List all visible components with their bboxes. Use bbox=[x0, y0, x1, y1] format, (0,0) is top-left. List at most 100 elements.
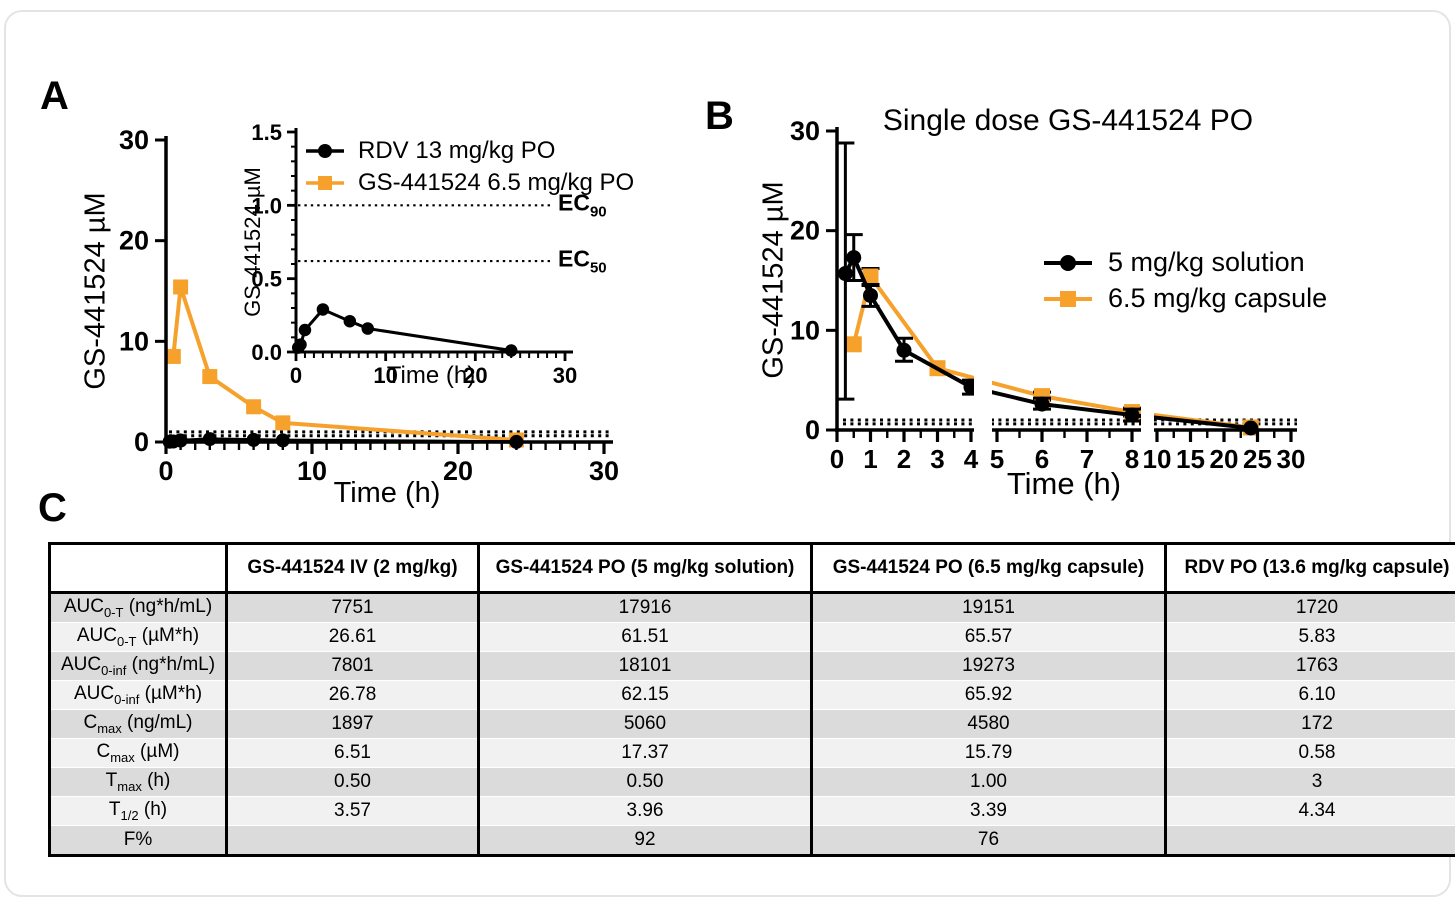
ec50-label: EC50 bbox=[558, 245, 607, 277]
panel-b-label: B bbox=[705, 94, 734, 138]
y-tick-label: 0.0 bbox=[251, 340, 282, 365]
y-tick-label: 20 bbox=[119, 226, 149, 256]
table-cell: 6.51 bbox=[225, 738, 479, 768]
data-point-square bbox=[246, 399, 262, 415]
capsule-line-square-marker bbox=[1044, 290, 1092, 307]
table-cell: 172 bbox=[1164, 709, 1455, 739]
data-point-circle bbox=[361, 322, 374, 335]
data-point-circle bbox=[343, 314, 357, 328]
x-tick-label: 2 bbox=[897, 444, 911, 474]
table-cell: 18101 bbox=[477, 651, 812, 681]
x-tick-label: 0 bbox=[830, 444, 844, 474]
table-cell: 15.79 bbox=[810, 738, 1166, 768]
panel-b-legend-item-solution: 5 mg/kg solution bbox=[1041, 247, 1305, 278]
x-tick-label: 30 bbox=[1277, 444, 1306, 474]
table-row: AUC0-inf (ng*h/mL) 7801 18101 19273 1763 bbox=[49, 651, 1455, 681]
y-tick-label: 10 bbox=[790, 315, 820, 345]
data-point-circle bbox=[316, 303, 330, 316]
axis-break-mask bbox=[1141, 127, 1154, 436]
x-tick-label: 10 bbox=[297, 456, 327, 486]
table-column-header: GS-441524 PO (5 mg/kg solution) bbox=[477, 543, 812, 594]
gs-line-square-marker bbox=[306, 176, 344, 190]
table-cell: 17916 bbox=[477, 592, 812, 623]
table-column-header bbox=[49, 543, 227, 594]
panel-a-y-axis-title: GS-441524 µM bbox=[79, 192, 112, 390]
panel-b-legend-item-capsule: 6.5 mg/kg capsule bbox=[1041, 283, 1327, 314]
panel-a-label: A bbox=[40, 74, 69, 118]
table-cell: 1.00 bbox=[810, 767, 1166, 797]
table-column-header: GS-441524 IV (2 mg/kg) bbox=[225, 543, 479, 594]
x-tick-label: 7 bbox=[1080, 444, 1094, 474]
row-label: AUC0-inf (ng*h/mL) bbox=[49, 651, 227, 681]
inset-legend-label-gs: GS-441524 6.5 mg/kg PO bbox=[358, 169, 635, 196]
x-tick-label: 30 bbox=[553, 363, 577, 388]
y-tick-label: 0 bbox=[134, 427, 149, 457]
x-tick-label: 20 bbox=[443, 456, 473, 486]
table-cell: 7801 bbox=[225, 651, 479, 681]
solution-line-circle-marker bbox=[1044, 254, 1092, 271]
y-tick-label: 10 bbox=[119, 326, 149, 356]
panel-b-chart-title: Single dose GS-441524 PO bbox=[882, 104, 1254, 137]
table-row: AUC0-T (ng*h/mL) 7751 17916 19151 1720 bbox=[49, 592, 1455, 623]
data-point-circle bbox=[1124, 407, 1140, 423]
inset-legend-label-rdv: RDV 13 mg/kg PO bbox=[358, 137, 556, 164]
table-cell: 0.50 bbox=[225, 767, 479, 797]
panel-b-legend-label-capsule: 6.5 mg/kg capsule bbox=[1108, 283, 1328, 313]
row-label: AUC0-T (ng*h/mL) bbox=[49, 592, 227, 623]
table-cell: 26.78 bbox=[225, 680, 479, 710]
data-point-circle bbox=[1243, 420, 1259, 436]
x-tick-label: 0 bbox=[290, 363, 302, 388]
x-tick-label: 1 bbox=[863, 444, 877, 474]
data-point-circle bbox=[298, 323, 312, 337]
table-cell: 76 bbox=[810, 825, 1166, 856]
axis-break-mask bbox=[974, 127, 992, 436]
table-cell: 6.10 bbox=[1164, 680, 1455, 710]
table-cell: 92 bbox=[477, 825, 812, 856]
x-tick-label: 3 bbox=[930, 444, 944, 474]
row-label: Tmax (h) bbox=[49, 767, 227, 797]
panel-c-label: C bbox=[38, 486, 67, 530]
x-tick-label: 10 bbox=[1143, 444, 1172, 474]
table-column-header: RDV PO (13.6 mg/kg capsule) bbox=[1164, 543, 1455, 594]
pk-parameters-table: GS-441524 IV (2 mg/kg) GS-441524 PO (5 mg… bbox=[48, 542, 1455, 857]
table-cell: 19273 bbox=[810, 651, 1166, 681]
table-row: AUC0-T (µM*h) 26.61 61.51 65.57 5.83 bbox=[49, 622, 1455, 652]
x-tick-label: 5 bbox=[990, 444, 1004, 474]
table-cell: 26.61 bbox=[225, 622, 479, 652]
table-cell: 3 bbox=[1164, 767, 1455, 797]
table-cell: 3.39 bbox=[810, 796, 1166, 826]
table-cell: 7751 bbox=[225, 592, 479, 623]
x-tick-label: 20 bbox=[463, 363, 487, 388]
table-cell: 0.58 bbox=[1164, 738, 1455, 768]
panel-b-x-axis-title: Time (h) bbox=[1006, 466, 1122, 501]
x-tick-label: 25 bbox=[1243, 444, 1272, 474]
x-tick-label: 10 bbox=[373, 363, 397, 388]
table-cell: 62.15 bbox=[477, 680, 812, 710]
data-point-circle bbox=[863, 287, 878, 303]
table-cell bbox=[225, 825, 479, 856]
pk-table-header: GS-441524 IV (2 mg/kg) GS-441524 PO (5 mg… bbox=[49, 543, 1455, 594]
ec90-label: EC90 bbox=[558, 189, 607, 221]
table-cell: 1897 bbox=[225, 709, 479, 739]
table-cell: 0.50 bbox=[477, 767, 812, 797]
data-point-circle bbox=[896, 342, 912, 358]
data-point-square bbox=[845, 336, 862, 353]
data-point-square bbox=[165, 348, 181, 364]
row-label: Cmax (µM) bbox=[49, 738, 227, 768]
table-cell: 5060 bbox=[477, 709, 812, 739]
table-cell: 17.37 bbox=[477, 738, 812, 768]
table-row: T1/2 (h) 3.57 3.96 3.39 4.34 bbox=[49, 796, 1455, 826]
data-point-square bbox=[862, 268, 879, 285]
inset-legend-item-gs: GS-441524 6.5 mg/kg PO bbox=[303, 169, 634, 197]
data-point-square bbox=[173, 279, 189, 295]
y-tick-label: 1.0 bbox=[251, 193, 282, 218]
table-cell: 5.83 bbox=[1164, 622, 1455, 652]
table-cell: 3.96 bbox=[477, 796, 812, 826]
x-tick-label: 4 bbox=[964, 444, 979, 474]
panel-a-inset-y-axis-title: GS-441524 µM bbox=[240, 167, 265, 317]
panel-a-x-axis-title: Time (h) bbox=[333, 477, 441, 509]
y-tick-label: 0 bbox=[805, 415, 820, 445]
x-tick-label: 15 bbox=[1176, 444, 1205, 474]
table-row: AUC0-inf (µM*h) 26.78 62.15 65.92 6.10 bbox=[49, 680, 1455, 710]
table-cell: 65.92 bbox=[810, 680, 1166, 710]
